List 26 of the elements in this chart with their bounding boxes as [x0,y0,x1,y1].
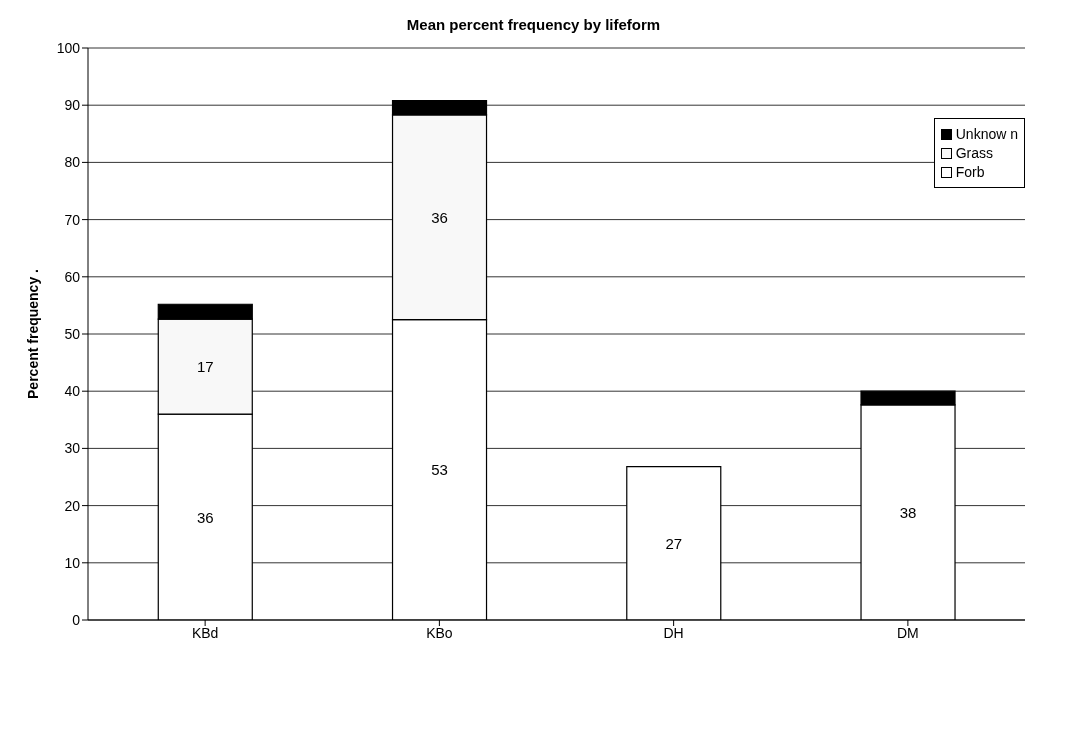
data-label: 38 [899,503,917,521]
y-tick-label: 0 [72,611,81,628]
x-tick-label: KBd [191,624,219,641]
x-tick-label: DH [663,624,684,641]
y-tick-label: 70 [64,211,81,228]
y-tick-label: 90 [64,97,81,114]
legend-label: Unknow n [955,126,1018,142]
data-label: 53 [431,461,448,479]
y-tick-label: 80 [64,154,81,171]
data-label: 36 [431,208,448,226]
data-label: 17 [196,358,214,376]
data-label: 27 [665,534,683,552]
y-tick-label: 40 [64,383,81,400]
x-tick-label: KBo [426,624,453,641]
data-label: 36 [196,508,214,526]
y-tick-label: 20 [64,497,81,514]
legend-label: Forb [955,164,985,180]
chart-title: Mean percent frequency by lifeform [405,15,662,35]
y-tick-label: 50 [64,325,81,342]
y-tick-label: 10 [64,554,81,571]
legend-label: Grass [955,145,994,161]
y-tick-label: 30 [64,440,81,457]
y-tick-label: 100 [56,39,81,56]
y-tick-label: 60 [64,268,81,285]
y-axis-title: Percent frequency . [24,269,41,399]
x-tick-label: DM [896,624,919,641]
